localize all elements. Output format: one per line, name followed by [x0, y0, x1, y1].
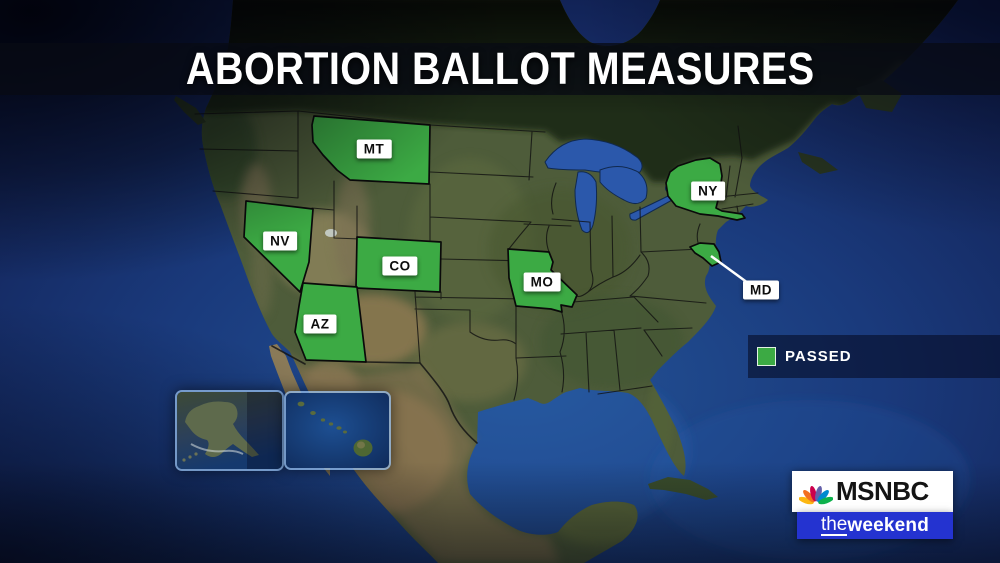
the-weekend-logo: the weekend — [797, 512, 953, 539]
hawaii-inset-map — [286, 393, 389, 468]
legend: PASSED — [748, 335, 1000, 378]
alaska-landmass — [185, 401, 259, 457]
state-label-ny: NY — [691, 181, 725, 201]
nbc-peacock-icon — [799, 485, 833, 505]
page-title: ABORTION BALLOT MEASURES — [185, 43, 815, 94]
msnbc-wordmark: MSNBC — [836, 476, 929, 506]
state-label-md: MD — [743, 280, 779, 300]
msnbc-logo: MSNBC — [792, 471, 953, 512]
alaska-inset — [175, 390, 284, 471]
state-label-mo: MO — [523, 272, 561, 292]
hawaii-inset — [284, 391, 391, 470]
title-band: ABORTION BALLOT MEASURES — [0, 43, 1000, 95]
show-name: weekend — [847, 514, 930, 536]
show-prefix: the — [820, 514, 848, 536]
legend-label: PASSED — [785, 348, 852, 365]
state-label-az: AZ — [303, 314, 337, 334]
state-label-nv: NV — [263, 231, 297, 251]
passed-color-swatch — [757, 347, 776, 366]
channel-branding: MSNBC the weekend — [792, 471, 953, 539]
state-label-co: CO — [382, 256, 418, 276]
state-label-mt: MT — [356, 139, 392, 159]
alaska-inset-map — [177, 392, 282, 469]
